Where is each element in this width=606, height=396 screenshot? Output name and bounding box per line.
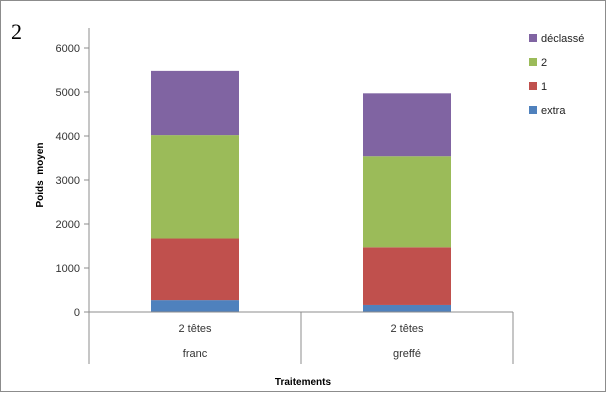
- legend-label-déclassé: déclassé: [541, 33, 584, 45]
- y-tick-label: 2000: [56, 219, 80, 231]
- legend-swatch-déclassé: [529, 34, 537, 42]
- bar-segment-déclassé-2: [363, 93, 451, 157]
- bar-segment-extra-1: [151, 300, 239, 312]
- legend-label-2: 2: [541, 57, 547, 69]
- legend-label-1: 1: [541, 81, 547, 93]
- y-tick-label: 5000: [56, 87, 80, 99]
- y-tick-label: 3000: [56, 175, 80, 187]
- bar-segment-1-2: [363, 247, 451, 305]
- bar-segment-2-2: [363, 156, 451, 248]
- x-subcategory-label: 2 têtes: [178, 323, 212, 335]
- bar-segment-2-1: [151, 135, 239, 239]
- y-tick-label: 1000: [56, 263, 80, 275]
- x-group-label: franc: [183, 348, 208, 360]
- y-axis-title: Poids moyen: [35, 142, 46, 207]
- bar-segment-1-1: [151, 238, 239, 301]
- y-tick-label: 4000: [56, 131, 80, 143]
- bar-segment-déclassé-1: [151, 70, 239, 136]
- legend-label-extra: extra: [541, 105, 566, 117]
- x-axis-title: Traitements: [275, 377, 332, 388]
- legend-swatch-2: [529, 58, 537, 66]
- x-subcategory-label: 2 têtes: [390, 323, 424, 335]
- panel-label: 2: [11, 19, 22, 44]
- y-tick-label: 0: [74, 307, 80, 319]
- legend-swatch-1: [529, 82, 537, 90]
- y-tick-label: 6000: [56, 43, 80, 55]
- legend-swatch-extra: [529, 106, 537, 114]
- x-group-label: greffé: [393, 348, 421, 360]
- bar-segment-extra-2: [363, 304, 451, 312]
